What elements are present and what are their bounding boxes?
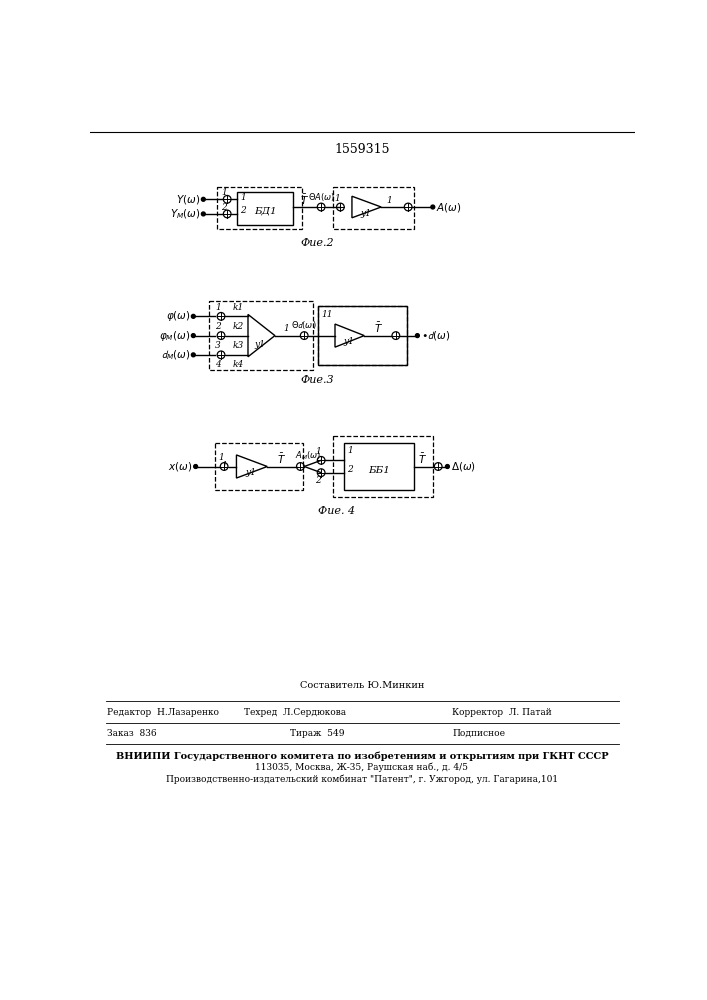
Bar (209, 301, 313, 370)
Circle shape (201, 197, 205, 201)
Text: Техред  Л.Сердюкова: Техред Л.Сердюкова (244, 708, 346, 717)
Text: 2: 2 (240, 206, 246, 215)
Text: 1559315: 1559315 (334, 143, 390, 156)
Text: $x(\omega)$: $x(\omega)$ (168, 460, 192, 473)
Text: 2: 2 (221, 203, 227, 212)
Text: 113035, Москва, Ж-35, Раушская наб., д. 4/5: 113035, Москва, Ж-35, Раушская наб., д. … (255, 763, 469, 772)
Text: Фие.2: Фие.2 (300, 238, 334, 248)
Text: y1: y1 (245, 468, 256, 477)
Text: $\Theta\mathcal{d}(\omega)$: $\Theta\mathcal{d}(\omega)$ (291, 319, 317, 331)
Text: $\mathcal{d}_M(\omega)$: $\mathcal{d}_M(\omega)$ (160, 348, 190, 362)
Text: 1: 1 (348, 446, 354, 455)
Bar (318, 306, 407, 365)
Text: Подписное: Подписное (452, 729, 505, 738)
Text: y1: y1 (361, 209, 371, 218)
Text: 4: 4 (215, 360, 221, 369)
Text: $A_M(\omega)$: $A_M(\omega)$ (295, 449, 321, 462)
Text: $\bullet\mathcal{d}(\omega)$: $\bullet\mathcal{d}(\omega)$ (421, 329, 450, 342)
Bar (333, 187, 414, 229)
Bar (333, 436, 433, 497)
Text: Тираж  549: Тираж 549 (291, 729, 345, 738)
Text: k3: k3 (233, 341, 244, 350)
Text: Заказ  836: Заказ 836 (107, 729, 157, 738)
Text: 1: 1 (221, 461, 227, 470)
Text: 11: 11 (322, 310, 333, 319)
Text: ББ1: ББ1 (368, 466, 390, 475)
Text: Редактор  Н.Лазаренко: Редактор Н.Лазаренко (107, 708, 219, 717)
Bar (238, 192, 293, 225)
Text: 2: 2 (315, 476, 321, 485)
Bar (217, 187, 302, 229)
Text: БД1: БД1 (255, 206, 277, 215)
Text: 3: 3 (215, 341, 221, 350)
Circle shape (194, 465, 197, 468)
Text: ВНИИПИ Государственного комитета по изобретениям и открытиям при ГКНТ СССР: ВНИИПИ Государственного комитета по изоб… (116, 751, 608, 761)
Text: Корректор  Л. Патай: Корректор Л. Патай (452, 708, 551, 717)
Text: k1: k1 (233, 303, 244, 312)
Text: 1: 1 (315, 447, 321, 456)
Text: 2: 2 (215, 322, 221, 331)
Text: 2: 2 (348, 465, 354, 474)
Circle shape (192, 353, 195, 357)
Text: Составитель Ю.Минкин: Составитель Ю.Минкин (300, 681, 424, 690)
Text: k4: k4 (233, 360, 244, 369)
Circle shape (192, 314, 195, 318)
Text: 1: 1 (218, 453, 224, 462)
Text: 1: 1 (284, 324, 289, 333)
Bar (318, 306, 407, 365)
Text: Производственно-издательский комбинат "Патент", г. Ужгород, ул. Гагарина,101: Производственно-издательский комбинат "П… (166, 774, 558, 784)
Circle shape (416, 334, 419, 338)
Text: 1: 1 (221, 188, 227, 197)
Text: $\bar{T}$: $\bar{T}$ (300, 193, 309, 207)
Circle shape (192, 334, 195, 338)
Text: $Y_M(\omega)$: $Y_M(\omega)$ (170, 207, 200, 221)
Bar (215, 443, 303, 490)
Text: 1: 1 (240, 192, 246, 202)
Text: $A(\omega)$: $A(\omega)$ (436, 201, 462, 214)
Text: $Y(\omega)$: $Y(\omega)$ (176, 193, 200, 206)
Text: $\bar{T}$: $\bar{T}$ (375, 321, 383, 335)
Text: $\bar{T}$: $\bar{T}$ (276, 452, 286, 466)
Text: $\varphi_M(\omega)$: $\varphi_M(\omega)$ (159, 329, 190, 343)
Text: $\bar{T}$: $\bar{T}$ (419, 452, 427, 466)
Circle shape (201, 212, 205, 216)
Text: 1: 1 (215, 303, 221, 312)
Circle shape (431, 205, 435, 209)
Text: $\Theta A(\omega)$: $\Theta A(\omega)$ (308, 191, 334, 203)
Bar (344, 443, 414, 490)
Text: Фие. 4: Фие. 4 (318, 506, 355, 516)
Text: $\Delta(\omega)$: $\Delta(\omega)$ (450, 460, 475, 473)
Text: k2: k2 (233, 322, 244, 331)
Text: $\varphi(\omega)$: $\varphi(\omega)$ (165, 309, 190, 323)
Circle shape (445, 465, 450, 468)
Text: y1: y1 (344, 337, 354, 346)
Text: Фие.3: Фие.3 (300, 375, 334, 385)
Text: 1: 1 (334, 194, 340, 203)
Text: y1: y1 (254, 340, 265, 349)
Text: 1: 1 (386, 196, 392, 205)
